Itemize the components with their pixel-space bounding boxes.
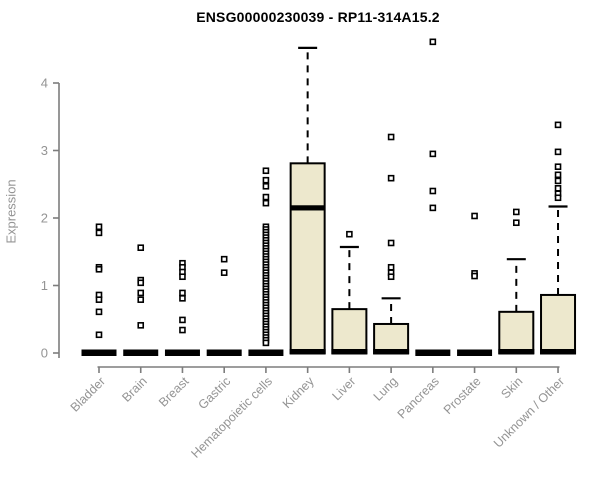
outlier-point-bladder xyxy=(95,229,103,237)
x-tick-label-pancreas: Pancreas xyxy=(395,374,442,421)
outlier-point-pancreas xyxy=(429,150,437,158)
outlier-point-bladder xyxy=(95,223,103,231)
outlier-point-breast xyxy=(179,326,186,334)
outlier-point-pancreas xyxy=(429,187,437,195)
outlier-point-unknown-other xyxy=(554,194,562,202)
outlier-point-lung xyxy=(387,273,395,281)
collapsed-box-brain xyxy=(123,349,159,356)
outlier-point-hematopoietic-cells xyxy=(262,182,270,190)
y-tick-label: 0 xyxy=(41,346,48,361)
x-tick-label-liver: Liver xyxy=(329,374,358,403)
box-unknown-other xyxy=(540,293,577,355)
x-tick-label-skin: Skin xyxy=(498,374,525,401)
median-kidney xyxy=(289,349,326,355)
outlier-point-breast xyxy=(179,273,186,281)
y-tick-label: 3 xyxy=(41,143,48,158)
outlier-point-unknown-other xyxy=(554,163,562,170)
outlier-point-unknown-other xyxy=(554,148,562,156)
median-skin xyxy=(498,349,535,355)
outlier-point-lung xyxy=(387,174,395,182)
x-tick-label-breast: Breast xyxy=(156,374,192,410)
x-tick-label-kidney: Kidney xyxy=(280,374,317,411)
collapsed-box-hematopoietic-cells xyxy=(248,349,284,356)
box-kidney xyxy=(289,162,326,354)
y-tick-label: 4 xyxy=(41,76,48,91)
median-unknown-other xyxy=(540,349,577,355)
chart-title: ENSG00000230039 - RP11-314A15.2 xyxy=(196,9,440,25)
outlier-point-hematopoietic-cells xyxy=(262,167,270,175)
outlier-point-prostate xyxy=(471,272,478,280)
collapsed-box-prostate xyxy=(457,349,493,356)
collapsed-box-gastric xyxy=(206,349,242,356)
outlier-point-gastric xyxy=(220,255,228,263)
outlier-point-lung xyxy=(387,239,395,247)
outlier-point-pancreas xyxy=(429,38,437,46)
y-tick-label: 1 xyxy=(41,278,48,293)
outlier-point-brain xyxy=(137,279,145,287)
box-liver xyxy=(331,308,368,354)
outlier-point-liver xyxy=(346,230,353,238)
outlier-point-unknown-other xyxy=(554,185,562,192)
outlier-point-hematopoietic-cells xyxy=(262,199,270,207)
x-tick-label-lung: Lung xyxy=(371,374,401,404)
outlier-point-skin xyxy=(512,208,520,216)
outlier-point-breast xyxy=(179,289,186,297)
median-lung xyxy=(373,349,410,355)
outlier-point-pancreas xyxy=(429,204,437,212)
collapsed-box-pancreas xyxy=(415,349,451,356)
outlier-point-unknown-other xyxy=(554,121,562,129)
outlier-point-hematopoietic-cells xyxy=(262,339,270,347)
x-tick-label-hematopoietic-cells: Hematopoietic cells xyxy=(188,374,275,461)
outlier-point-bladder xyxy=(95,296,103,303)
outlier-point-prostate xyxy=(471,212,478,220)
box-skin xyxy=(498,310,535,355)
outlier-point-bladder xyxy=(95,331,103,339)
x-tick-label-unknown-other: Unknown / Other xyxy=(491,374,567,450)
outlier-point-lung xyxy=(387,263,395,271)
outlier-point-brain xyxy=(137,322,145,329)
outlier-point-bladder xyxy=(95,308,103,316)
y-tick-label: 2 xyxy=(41,211,48,226)
x-tick-label-bladder: Bladder xyxy=(68,374,108,414)
outlier-point-brain xyxy=(137,244,145,251)
collapsed-box-breast xyxy=(164,349,200,356)
median-liver xyxy=(331,349,368,355)
x-tick-label-brain: Brain xyxy=(119,374,150,405)
x-tick-label-prostate: Prostate xyxy=(441,374,484,417)
outlier-point-brain xyxy=(137,289,145,297)
x-tick-label-gastric: Gastric xyxy=(195,374,233,412)
outlier-point-breast xyxy=(179,316,186,324)
outlier-point-unknown-other xyxy=(554,171,562,179)
outlier-point-gastric xyxy=(220,269,228,276)
box-lung xyxy=(373,322,410,355)
outlier-point-unknown-other xyxy=(554,177,562,185)
outlier-point-bladder xyxy=(95,265,103,273)
outlier-point-lung xyxy=(387,133,395,141)
outlier-point-hematopoietic-cells xyxy=(262,193,270,201)
outlier-point-brain xyxy=(137,296,145,303)
outlier-point-breast xyxy=(179,295,186,302)
median-kidney xyxy=(290,205,325,211)
outlier-point-skin xyxy=(512,219,520,227)
outlier-point-hematopoietic-cells xyxy=(262,176,270,184)
collapsed-box-bladder xyxy=(81,349,117,356)
